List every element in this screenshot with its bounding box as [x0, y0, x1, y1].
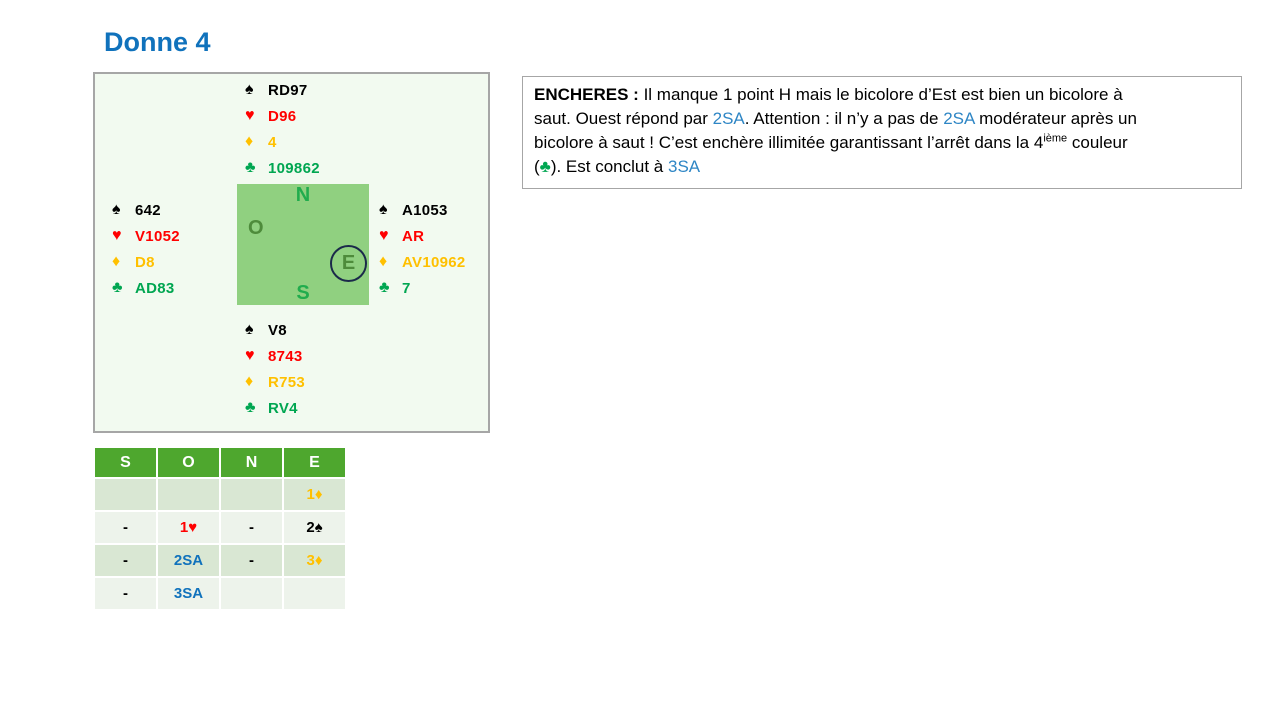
card-values: 642: [135, 201, 161, 219]
commentary-segment: bicolore à saut ! C’est enchère illimité…: [534, 133, 1044, 152]
spade-icon: ♠: [245, 81, 254, 98]
commentary-segment: ). Est conclut à: [550, 157, 668, 176]
bid-cell: [158, 479, 219, 510]
diamond-icon: ♦: [245, 133, 254, 150]
diamond-icon: ♦: [112, 253, 121, 270]
compass-south-label: S: [296, 282, 310, 304]
card-values: AD83: [135, 279, 175, 297]
bid-cell: -: [95, 578, 156, 609]
commentary-segment: saut. Ouest répond par: [534, 109, 713, 128]
commentary-segment: 2SA: [943, 109, 975, 128]
card-values: D8: [135, 253, 155, 271]
commentary-segment: 2SA: [712, 109, 745, 128]
card-values: AR: [402, 227, 425, 245]
hand-line-hearts: ♥ AR: [379, 223, 466, 249]
compass-north-label: N: [295, 184, 311, 206]
hand-west: ♠ 642 ♥ V1052 ♦ D8 ♣ AD83: [112, 197, 180, 301]
card-values: R753: [268, 373, 306, 391]
hand-line-hearts: ♥ D96: [245, 103, 320, 129]
card-values: 109862: [268, 159, 320, 177]
bid-cell: [95, 479, 156, 510]
bid-cell: 3SA: [158, 578, 219, 609]
hand-line-hearts: ♥ 8743: [245, 343, 305, 369]
hand-line-diamonds: ♦ AV10962: [379, 249, 466, 275]
bid-cell: -: [95, 512, 156, 543]
bid-cell: -: [221, 545, 282, 576]
heart-icon: ♥: [112, 227, 122, 244]
diamond-icon: ♦: [245, 373, 254, 390]
bid-cell: 3♦: [284, 545, 345, 576]
commentary-text: ENCHERES : Il manque 1 point H mais le b…: [534, 83, 1230, 179]
hand-line-spades: ♠ V8: [245, 317, 305, 343]
commentary-segment: 3SA: [668, 157, 701, 176]
bid-cell: 2SA: [158, 545, 219, 576]
deal-diagram: ♠ RD97 ♥ D96 ♦ 4 ♣ 109862 ♠ 642 ♥: [93, 72, 490, 433]
compass-west-label: O: [248, 217, 264, 239]
bid-cell: [284, 578, 345, 609]
card-values: RD97: [268, 81, 308, 99]
card-values: V8: [268, 321, 287, 339]
bid-cell: [221, 578, 282, 609]
dealer-circle: E: [330, 245, 367, 282]
bid-cell: 1♥: [158, 512, 219, 543]
bid-header-cell: S: [95, 448, 156, 477]
bid-cell: -: [95, 545, 156, 576]
commentary-segment: ième: [1043, 132, 1068, 145]
bid-cell: [221, 479, 282, 510]
commentary-segment: (: [534, 157, 540, 176]
card-values: RV4: [268, 399, 298, 417]
club-icon: ♣: [245, 159, 256, 176]
heart-icon: ♥: [245, 347, 255, 364]
club-icon: ♣: [379, 279, 390, 296]
card-values: V1052: [135, 227, 180, 245]
heart-icon: ♥: [245, 107, 255, 124]
compass-east-label: E: [341, 252, 356, 274]
hand-line-spades: ♠ RD97: [245, 77, 320, 103]
card-values: A1053: [402, 201, 448, 219]
hand-north: ♠ RD97 ♥ D96 ♦ 4 ♣ 109862: [245, 77, 320, 181]
hand-line-clubs: ♣ RV4: [245, 395, 305, 421]
page-title: Donne 4: [104, 27, 211, 57]
hand-line-diamonds: ♦ R753: [245, 369, 305, 395]
club-icon: ♣: [245, 399, 256, 416]
card-values: 4: [268, 133, 277, 151]
hand-line-clubs: ♣ AD83: [112, 275, 180, 301]
spade-icon: ♠: [245, 321, 254, 338]
club-icon: ♣: [112, 279, 123, 296]
commentary-segment: couleur: [1067, 133, 1128, 152]
commentary-segment: modérateur après un: [974, 109, 1137, 128]
hand-line-clubs: ♣ 7: [379, 275, 466, 301]
spade-icon: ♠: [112, 201, 121, 218]
hand-line-spades: ♠ A1053: [379, 197, 466, 223]
hand-line-diamonds: ♦ D8: [112, 249, 180, 275]
bid-cell: 1♦: [284, 479, 345, 510]
hand-line-diamonds: ♦ 4: [245, 129, 320, 155]
diamond-icon: ♦: [379, 253, 388, 270]
bidding-table: S O N E 1♦ -1♥ -2♠ -2SA -3♦ -3SA: [95, 448, 345, 609]
commentary-segment: ENCHERES :: [534, 85, 644, 104]
commentary-box: ENCHERES : Il manque 1 point H mais le b…: [522, 76, 1242, 189]
bid-header-cell: N: [221, 448, 282, 477]
card-values: 7: [402, 279, 411, 297]
hand-east: ♠ A1053 ♥ AR ♦ AV10962 ♣ 7: [379, 197, 466, 301]
bid-header-cell: E: [284, 448, 345, 477]
card-values: D96: [268, 107, 297, 125]
commentary-segment: ♣: [539, 157, 551, 176]
card-values: 8743: [268, 347, 303, 365]
hand-south: ♠ V8 ♥ 8743 ♦ R753 ♣ RV4: [245, 317, 305, 421]
hand-line-clubs: ♣ 109862: [245, 155, 320, 181]
card-values: AV10962: [402, 253, 466, 271]
spade-icon: ♠: [379, 201, 388, 218]
commentary-segment: . Attention : il n’y a pas de: [744, 109, 944, 128]
bid-cell: -: [221, 512, 282, 543]
commentary-segment: Il manque 1 point H mais le bicolore d’E…: [643, 85, 1123, 104]
hand-line-hearts: ♥ V1052: [112, 223, 180, 249]
heart-icon: ♥: [379, 227, 389, 244]
compass-box: N O E S: [237, 184, 369, 305]
bid-header-cell: O: [158, 448, 219, 477]
bid-cell: 2♠: [284, 512, 345, 543]
hand-line-spades: ♠ 642: [112, 197, 180, 223]
